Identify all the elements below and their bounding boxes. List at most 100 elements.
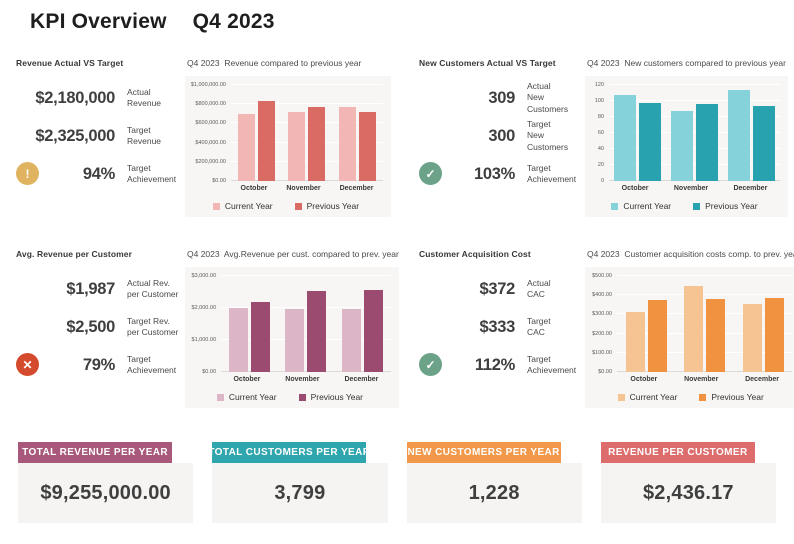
gridline (609, 132, 780, 133)
legend-swatch (699, 393, 707, 401)
chart-legend: Current Year Previous Year (589, 201, 780, 211)
kpi-value: 112% (474, 355, 515, 374)
chart-title: Q4 2023 Customer acquisition costs comp.… (587, 249, 794, 259)
gridline (617, 371, 793, 372)
x-axis-label: October (240, 185, 268, 192)
plot-area (231, 84, 383, 181)
x-axis-label: December (344, 376, 379, 383)
bar-groups (609, 85, 780, 181)
card-header: REVENUE PER CUSTOMER (600, 442, 755, 463)
bar-group (625, 276, 667, 372)
kpi-label: Target New Customers (527, 119, 569, 152)
kpi-row: $372 Actual CAC (419, 274, 585, 304)
legend-label: Previous Year (306, 201, 360, 211)
kpi-value: 103% (473, 164, 515, 183)
kpi-row: $333 Target CAC (419, 312, 585, 342)
gridline (231, 122, 383, 124)
avg-revenue-kpi-panel: Avg. Revenue per Customer $1,987 Actual … (0, 235, 185, 426)
avg-revenue-chart-panel: Q4 2023 Avg.Revenue per cust. compared t… (185, 235, 399, 426)
legend-swatch (611, 202, 619, 210)
cac-chart: $500.00 $400.00 $300.00 $200.00 $100.00 $0.00… (585, 267, 794, 408)
y-tick-label: $400.00 (592, 292, 612, 299)
y-axis: $1,000,000.00 $800,000.00 $600,000.00 $400,… (189, 82, 231, 184)
legend-swatch (693, 202, 701, 210)
x-axis-label: November (684, 376, 719, 383)
x-axis: October November December (617, 376, 792, 383)
kpi-value: $1,987 (66, 279, 115, 298)
kpi-value: $2,180,000 (35, 88, 115, 107)
gridline (617, 351, 793, 353)
legend-swatch (216, 393, 224, 401)
bar-current-year (728, 89, 750, 181)
chart-legend: Current Year Previous Year (189, 392, 391, 402)
y-tick-label: $800,000.00 (195, 101, 226, 108)
bar-groups (221, 276, 391, 372)
check-icon: ✓ (419, 353, 442, 376)
bar-group (237, 85, 275, 181)
legend-label: Previous Year (711, 392, 764, 402)
new-customers-chart: 120 100 80 60 40 20 0 October November December … (585, 76, 788, 217)
bar-group (342, 276, 384, 372)
x-axis-label: November (286, 185, 321, 192)
bar-group (742, 276, 784, 372)
legend-swatch (212, 202, 220, 210)
bar-group (285, 276, 327, 372)
kpi-row: $1,987 Actual Rev. per Customer (16, 274, 185, 304)
kpi-label: Actual CAC (527, 277, 551, 299)
check-icon: ✓ (419, 162, 442, 185)
chart-title: Q4 2023 New customers compared to previo… (587, 58, 786, 68)
legend-label: Previous Year (705, 201, 758, 211)
bar-current-year (742, 304, 762, 372)
gridline (231, 160, 383, 162)
y-tick-label: $200,000.00 (195, 158, 226, 165)
y-tick-label: 20 (597, 162, 604, 168)
kpi-row: ✕ 79% Target Achievement (16, 350, 185, 380)
quadrant-avg-revenue: Avg. Revenue per Customer $1,987 Actual … (0, 235, 399, 426)
kpi-label: Actual Revenue (127, 86, 162, 108)
y-axis: $500.00 $400.00 $300.00 $200.00 $100.00 $0.00 (589, 273, 617, 375)
chart-legend: Current Year Previous Year (589, 392, 792, 402)
legend-label: Current Year (629, 392, 678, 402)
kpi-label: Actual New Customers (527, 81, 569, 114)
chart-title: Q4 2023 Revenue compared to previous yea… (187, 58, 362, 68)
kpi-row: $2,180,000 Actual Revenue (16, 83, 185, 113)
legend-item-current-year: Current Year (617, 392, 678, 402)
y-tick-label: $200.00 (592, 330, 612, 337)
gridline (617, 332, 793, 334)
legend-swatch (294, 202, 302, 210)
legend-item-current-year: Current Year (216, 392, 277, 402)
y-tick-label: $100.00 (592, 349, 612, 356)
y-tick-label: 80 (597, 114, 604, 120)
bar-group (671, 85, 718, 181)
kpi-label: Target Achievement (527, 162, 577, 184)
y-tick-label: $0.00 (202, 369, 216, 375)
gridline (609, 100, 780, 101)
y-tick-label: $0.00 (598, 369, 612, 375)
period-label: Q4 2023 (192, 10, 275, 33)
card-value: $2,436.17 (600, 463, 776, 523)
x-axis: October November December (609, 185, 780, 192)
avg-revenue-chart: $3,000.00 $2,000.00 $1,000.00 $0.00 October… (185, 267, 399, 408)
kpi-row: 300 Target New Customers (419, 119, 585, 152)
quadrant-new-customers: New Customers Actual VS Target 309 Actua… (397, 44, 794, 235)
revenue-kpi-panel: Revenue Actual VS Target $2,180,000 Actu… (0, 44, 185, 235)
gridline (617, 294, 793, 296)
chart-legend: Current Year Previous Year (189, 201, 383, 211)
bar-group (228, 276, 270, 372)
legend-swatch (298, 393, 306, 401)
x-axis: October November December (221, 376, 391, 383)
gridline (221, 339, 391, 340)
bar-group (339, 85, 377, 181)
y-tick-label: $2,000.00 (191, 305, 216, 311)
y-tick-label: $300.00 (592, 311, 612, 318)
y-tick-label: $400,000.00 (195, 139, 226, 146)
new-customers-card: NEW CUSTOMERS PER YEAR 1,228 (406, 442, 582, 523)
bar-previous-year (364, 290, 384, 372)
new-customers-chart-panel: Q4 2023 New customers compared to previo… (585, 44, 788, 235)
kpi-value: 309 (488, 88, 515, 107)
gridline (609, 180, 780, 181)
bar-current-year (684, 285, 704, 372)
card-value: 3,799 (212, 463, 388, 523)
kpi-value: $2,500 (66, 317, 115, 336)
kpi-value: $333 (479, 317, 515, 336)
